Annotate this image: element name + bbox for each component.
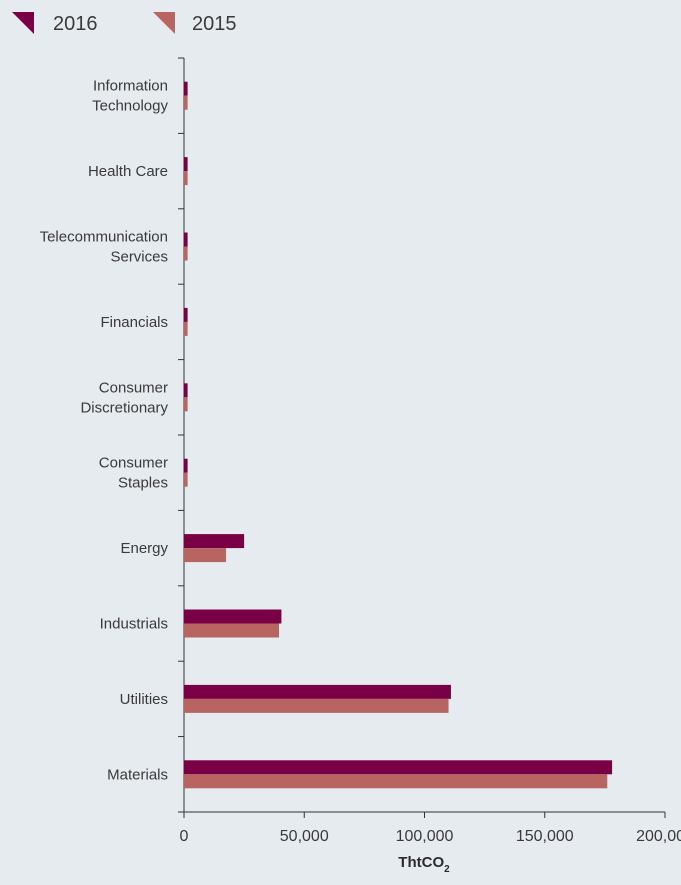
y-axis-ticks — [178, 57, 184, 813]
category-label-line: Information — [93, 78, 168, 95]
x-axis-title-main: ThtCO — [398, 854, 444, 871]
category-label-line: Services — [110, 249, 168, 266]
category-label: Consumer Discretionary — [80, 379, 168, 416]
category-label-line: Staples — [118, 475, 168, 492]
legend-label-2015: 2015 — [192, 13, 237, 35]
bar-2016 — [184, 383, 188, 398]
category-label: Financials — [100, 314, 168, 331]
bar-2016 — [184, 458, 188, 473]
x-axis-title-subscript: 2 — [444, 864, 450, 875]
legend-label-2016: 2016 — [53, 13, 98, 35]
bar-2015 — [184, 321, 188, 336]
category-label: Consumer Staples — [99, 455, 168, 492]
bar-2015 — [184, 171, 188, 186]
category-label: Energy — [120, 540, 168, 557]
x-tick-label: 100,000 — [396, 828, 454, 845]
bar-2016 — [184, 760, 613, 775]
bar-2015 — [184, 774, 608, 789]
bar-2015 — [184, 548, 227, 563]
category-label-line: Telecommunication — [40, 229, 168, 246]
category-label: Materials — [107, 766, 168, 783]
legend-item-2016: 2016 — [12, 12, 98, 35]
category-label: Industrials — [100, 616, 168, 633]
legend-swatch-2016 — [12, 12, 34, 34]
x-axis-ticks: 0 50,000 100,000 150,000 200,000 — [180, 812, 681, 845]
bar-2016 — [184, 307, 188, 322]
category-label-line: Utilities — [120, 691, 168, 708]
bar-2016 — [184, 157, 188, 172]
category-label-line: Discretionary — [80, 399, 168, 416]
category-labels: Information Technology Health Care Telecomm… — [40, 78, 169, 784]
category-label-line: Materials — [107, 766, 168, 783]
bar-2016 — [184, 684, 451, 699]
x-tick-label: 0 — [180, 828, 189, 845]
category-label-line: Consumer — [99, 379, 168, 396]
category-label: Telecommunication Services — [40, 229, 168, 266]
bar-2016 — [184, 534, 245, 549]
bars — [184, 81, 613, 789]
legend-item-2015: 2015 — [153, 12, 237, 35]
bar-2016 — [184, 232, 188, 247]
bar-2015 — [184, 397, 188, 412]
bar-2015 — [184, 246, 188, 261]
category-label-line: Health Care — [88, 163, 168, 180]
bar-2015 — [184, 472, 188, 487]
x-tick-label: 50,000 — [280, 828, 329, 845]
legend: 2016 2015 — [12, 12, 237, 35]
x-tick-label: 200,000 — [636, 828, 681, 845]
category-label-line: Financials — [100, 314, 168, 331]
category-label-line: Industrials — [100, 616, 168, 633]
category-label-line: Consumer — [99, 455, 168, 472]
bar-2016 — [184, 609, 282, 624]
category-label: Information Technology — [92, 78, 168, 115]
legend-swatch-2015 — [153, 12, 175, 34]
category-label: Utilities — [120, 691, 168, 708]
x-tick-label: 150,000 — [516, 828, 574, 845]
category-label-line: Technology — [92, 98, 168, 115]
category-label-line: Energy — [120, 540, 168, 557]
bar-2015 — [184, 95, 188, 110]
bar-2015 — [184, 698, 449, 713]
x-axis-title: ThtCO2 — [398, 854, 450, 875]
bar-2015 — [184, 623, 279, 638]
bar-2016 — [184, 81, 188, 96]
category-label: Health Care — [88, 163, 168, 180]
